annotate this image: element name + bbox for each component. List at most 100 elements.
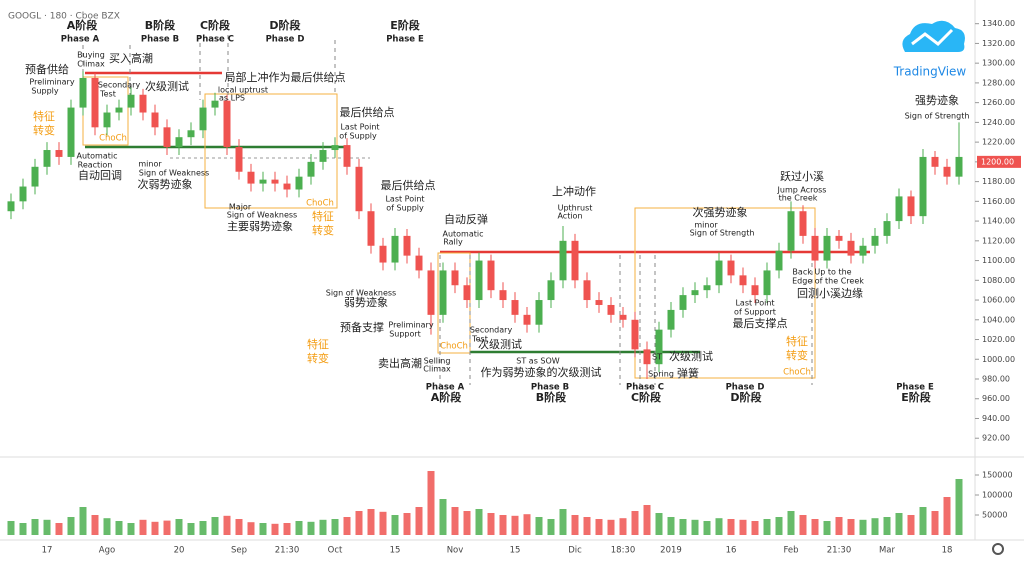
candle-body [475,260,483,301]
x-tick-label: 20 [174,546,185,556]
candle-body [211,100,219,108]
candle-body [523,314,531,325]
annotation: 转变 [307,351,329,365]
candle-body [751,285,759,296]
annotation: the Creek [779,194,818,203]
x-tick-label: Dic [568,546,582,556]
annotation: 弱势迹象 [344,296,388,309]
volume-bar [547,519,555,535]
candle-body [883,221,891,236]
annotation: Climax [423,365,451,374]
annotation: Last Point [385,195,424,204]
annotation: of Support [734,308,776,317]
candle-body [427,270,435,315]
annotation: Phase D [726,383,765,393]
annotation: ChoCh [440,342,468,352]
annotation: Preliminary [29,78,74,87]
annotation: Sign of Weakness [326,289,396,298]
y-tick-label: 1160.00 [982,197,1015,206]
annotation: Sign of Strength [905,112,970,121]
y-tick-label: 1060.00 [982,296,1015,305]
volume-bar [415,507,423,535]
volume-bar [583,517,591,535]
candle-body [511,300,519,315]
volume-bar [163,520,171,535]
volume-bar [943,497,951,535]
volume-tick-label: 100000 [982,491,1013,500]
annotation: 次弱势迹象 [138,177,193,191]
volume-bar [427,471,435,535]
annotation: C阶段 [200,18,230,32]
annotation: Last Point [340,123,379,132]
candle-body [655,329,663,365]
settings-icon[interactable] [992,543,1004,555]
volume-bar [7,521,15,535]
y-tick-label: 1100.00 [982,256,1015,265]
phase-dividers [82,35,813,385]
candle-body [463,285,471,301]
volume-bar [871,518,879,535]
candle-body [295,176,303,190]
annotation: 最后支撑点 [733,316,788,330]
x-tick-label: 16 [726,546,737,556]
volume-bar [175,519,183,535]
y-tick-label: 1020.00 [982,335,1015,344]
annotation: Phase B [531,383,569,393]
volume-bar [211,517,219,535]
volume-bar [847,519,855,535]
annotation: Edge of the Creek [792,277,864,286]
candle-body [571,240,579,281]
candle-body [19,186,27,202]
volume-bar [295,521,303,535]
annotation: 次级测试 [669,349,713,363]
annotation: A阶段 [67,18,98,32]
annotation: 次强势迹象 [693,205,748,219]
volume-bar [391,515,399,535]
annotation: 特征 [786,334,808,348]
annotation: local uptrust [218,86,268,95]
x-tick-label: 18 [942,546,953,556]
annotation: Buying [77,51,105,60]
candle-body [847,240,855,256]
y-tick-label: 1120.00 [982,236,1015,245]
x-tick-label: Nov [447,546,464,556]
y-tick-label: 980.00 [982,375,1010,384]
volume-bar [235,519,243,535]
volume-bar [751,521,759,535]
volume-bar [19,523,27,535]
volume-bar [127,523,135,535]
volume-bar [799,515,807,535]
volume-bar [667,517,675,535]
annotation: 转变 [33,123,55,137]
x-tick-label: 15 [510,546,521,556]
annotation: Action [557,212,582,221]
volume-bar [691,519,699,535]
annotation: ChoCh [99,134,127,144]
annotation: Phase E [896,383,934,393]
volume-bar [439,499,447,535]
candle-body [67,107,75,157]
annotation: minor [694,221,718,230]
candle-body [643,349,651,365]
annotation: 最后供给点 [340,105,395,119]
volume-bar [571,515,579,535]
y-tick-label: 1320.00 [982,39,1015,48]
x-tick-label: 17 [42,546,53,556]
volume-bar [727,519,735,535]
annotation: as LPS [219,94,245,103]
y-tick-label: 1220.00 [982,138,1015,147]
candle-body [943,166,951,177]
volume-bar [859,519,867,535]
volume-bar [679,519,687,535]
volume-bar [883,517,891,535]
annotation: Phase A [426,383,465,393]
candle-body [187,130,195,138]
volume-bar [487,513,495,535]
candle-body [799,211,807,236]
tradingview-logo [902,20,965,52]
candle-body [391,235,399,263]
annotation: Last Point [735,299,774,308]
candle-body [631,319,639,350]
volume-bar [715,518,723,535]
